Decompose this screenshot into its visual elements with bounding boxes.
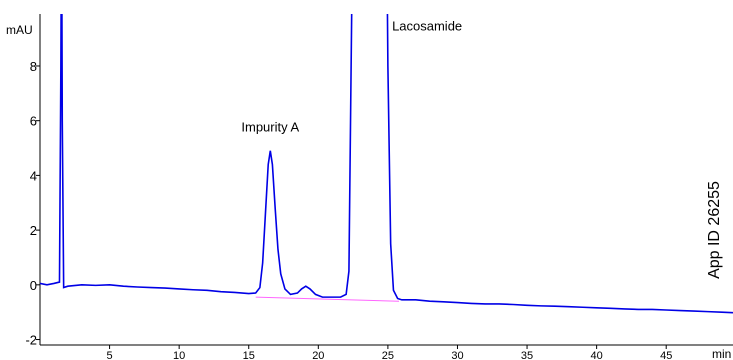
y-tick-label: 6 [30, 114, 37, 129]
x-tick-label: 20 [312, 350, 324, 360]
annotation: Impurity A [241, 120, 299, 135]
baseline-line [255, 296, 400, 302]
y-tick-label: 2 [30, 223, 37, 238]
plot-area [40, 14, 733, 314]
side-note: App ID 26255 [706, 181, 723, 279]
signal-line [40, 14, 733, 314]
x-tick-label: 45 [660, 350, 672, 360]
y-tick-label: 8 [30, 59, 37, 74]
x-tick-label: 10 [173, 350, 185, 360]
x-axis-label: min [712, 347, 731, 360]
y-axis-label: mAU [6, 23, 33, 37]
y-tick-label: 0 [30, 278, 37, 293]
y-tick-label: -2 [25, 333, 37, 348]
x-tick-label: 5 [107, 350, 113, 360]
y-tick-label: 4 [30, 168, 37, 183]
x-tick-label: 30 [451, 350, 463, 360]
x-tick-label: 25 [382, 350, 394, 360]
annotation: Lacosamide [392, 18, 462, 33]
x-tick-label: 40 [591, 350, 603, 360]
x-tick-label: 35 [521, 350, 533, 360]
x-tick-label: 15 [243, 350, 255, 360]
